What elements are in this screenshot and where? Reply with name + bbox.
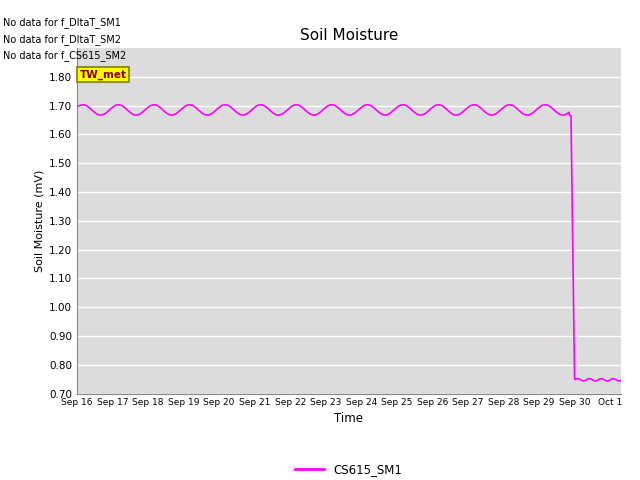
Text: TW_met: TW_met	[79, 70, 127, 80]
Text: No data for f_DltaT_SM1: No data for f_DltaT_SM1	[3, 17, 121, 28]
Y-axis label: Soil Moisture (mV): Soil Moisture (mV)	[35, 169, 45, 272]
X-axis label: Time: Time	[334, 412, 364, 425]
Text: No data for f_DltaT_SM2: No data for f_DltaT_SM2	[3, 34, 121, 45]
Text: No data for f_CS615_SM2: No data for f_CS615_SM2	[3, 50, 127, 61]
Legend: CS615_SM1: CS615_SM1	[290, 458, 408, 480]
Title: Soil Moisture: Soil Moisture	[300, 28, 398, 43]
